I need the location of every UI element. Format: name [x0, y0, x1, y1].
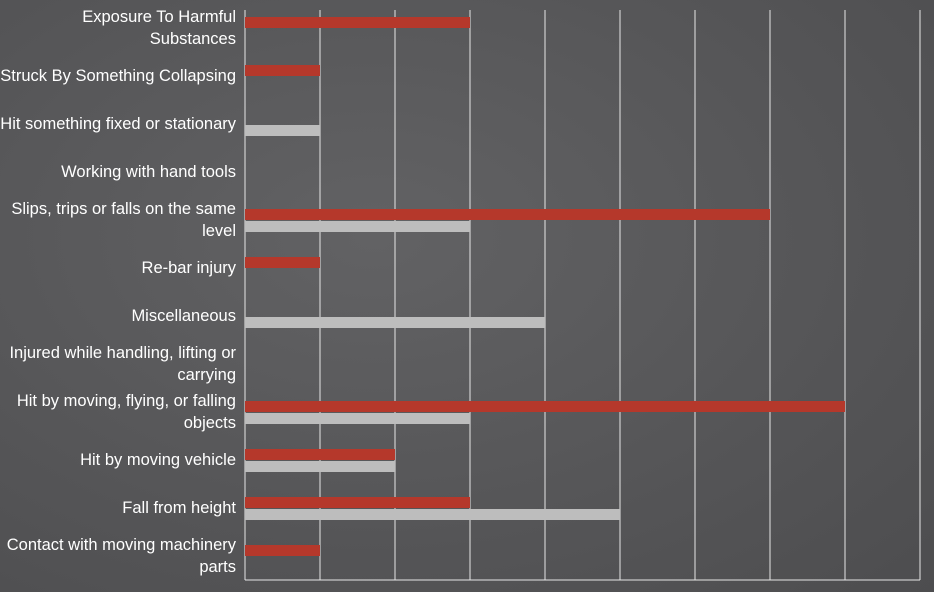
- y-tick-label: Fall from height: [0, 497, 236, 519]
- bar: [245, 221, 470, 232]
- y-tick-label: Hit by moving, flying, or falling object…: [0, 390, 236, 434]
- bar: [245, 461, 395, 472]
- y-tick-label: Exposure To Harmful Substances: [0, 6, 236, 50]
- y-tick-label: Miscellaneous: [0, 305, 236, 327]
- bar: [245, 413, 470, 424]
- y-tick-label: Re-bar injury: [0, 257, 236, 279]
- y-tick-label: Slips, trips or falls on the same level: [0, 198, 236, 242]
- chart: Exposure To Harmful Substances Struck By …: [0, 0, 934, 592]
- bar: [245, 509, 620, 520]
- bar: [245, 497, 470, 508]
- bar: [245, 209, 770, 220]
- bar: [245, 449, 395, 460]
- bar: [245, 317, 545, 328]
- y-tick-label: Hit by moving vehicle: [0, 449, 236, 471]
- y-tick-label: Struck By Something Collapsing: [0, 65, 236, 87]
- y-tick-label: Hit something fixed or stationary: [0, 113, 236, 135]
- bar: [245, 545, 320, 556]
- y-tick-label: Injured while handling, lifting or carry…: [0, 342, 236, 386]
- bar: [245, 65, 320, 76]
- y-tick-label: Working with hand tools: [0, 161, 236, 183]
- bar: [245, 17, 470, 28]
- y-tick-label: Contact with moving machinery parts: [0, 534, 236, 578]
- bar: [245, 125, 320, 136]
- bar: [245, 257, 320, 268]
- bar: [245, 401, 845, 412]
